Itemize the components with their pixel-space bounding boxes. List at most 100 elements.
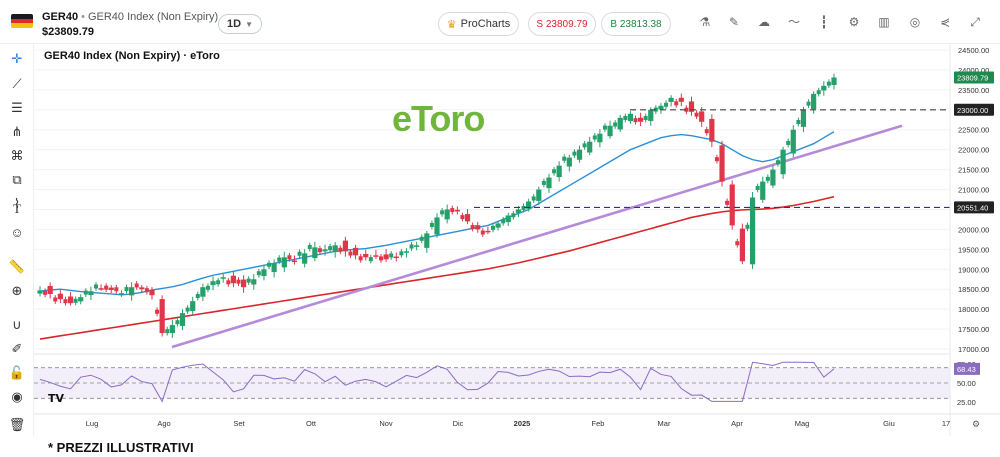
candle-body bbox=[53, 297, 58, 302]
sma-200-path bbox=[39, 195, 835, 340]
cloud-icon[interactable]: ☁ bbox=[758, 15, 770, 29]
candle-body bbox=[165, 329, 170, 334]
fib-tool-icon[interactable]: ⧉ bbox=[12, 172, 22, 187]
candle-body bbox=[796, 120, 801, 124]
candle-body bbox=[811, 93, 817, 110]
price-label-text: 23000.00 bbox=[957, 106, 988, 115]
sell-button[interactable]: S 23809.79 bbox=[528, 12, 596, 36]
candle-body bbox=[623, 115, 628, 120]
time-tick-label: Lug bbox=[86, 419, 99, 428]
trend-line-tool-icon[interactable]: ⟋ bbox=[12, 76, 22, 91]
candle-body bbox=[261, 269, 267, 277]
eye-icon[interactable]: ◉ bbox=[11, 389, 23, 404]
top-bar: GER40 • GER40 Index (Non Expiry) $23809.79… bbox=[0, 0, 1000, 44]
share-icon[interactable]: ⋞ bbox=[939, 15, 951, 29]
pattern-tool-icon[interactable]: ⌘ bbox=[10, 148, 24, 163]
candle-body bbox=[159, 299, 165, 334]
candle-body bbox=[139, 287, 145, 290]
candle-body bbox=[613, 122, 618, 127]
time-tick-label: Mar bbox=[658, 419, 671, 428]
price-tick-label: 17500.00 bbox=[958, 325, 989, 334]
candle-body bbox=[271, 263, 277, 273]
candle-body bbox=[195, 294, 200, 298]
candle-body bbox=[155, 309, 160, 314]
price-chart[interactable]: 24500.00 24000.00 23500.00 23000.00 22500.00… bbox=[34, 44, 1000, 436]
indicator-flask-icon[interactable]: ⚗ bbox=[699, 15, 711, 29]
candles-icon[interactable]: ┇ bbox=[820, 15, 828, 29]
emoji-tool-icon[interactable]: ☺ bbox=[10, 225, 24, 240]
candle-body bbox=[414, 245, 420, 247]
price-tick-label: 22000.00 bbox=[958, 146, 989, 155]
candle-body bbox=[57, 293, 63, 300]
candle-body bbox=[98, 288, 104, 290]
candle-body bbox=[582, 143, 587, 148]
candle-body bbox=[714, 157, 719, 162]
candle-body bbox=[776, 160, 781, 165]
candle-body bbox=[454, 209, 460, 212]
etoro-logo-watermark: eToro bbox=[392, 98, 485, 139]
trash-icon[interactable]: 🗑 bbox=[8, 417, 26, 432]
candle-body bbox=[63, 299, 68, 304]
horizontal-line-tool-icon[interactable]: ☰ bbox=[11, 100, 23, 115]
line-chart-type-icon[interactable]: 〜 bbox=[787, 15, 800, 29]
candle-body bbox=[332, 245, 338, 253]
candle-body bbox=[403, 251, 410, 253]
candle-body bbox=[240, 279, 247, 288]
candle-body bbox=[627, 113, 634, 122]
candle-body bbox=[383, 254, 389, 260]
ruler-tool-icon[interactable]: 📏 bbox=[8, 259, 26, 274]
procharts-button[interactable]: ♛ ProCharts bbox=[438, 12, 519, 36]
candle-body bbox=[134, 283, 139, 288]
candle-body bbox=[505, 215, 511, 223]
camera-icon[interactable]: ◎ bbox=[909, 15, 921, 29]
candle-body bbox=[592, 135, 597, 140]
price-tick-label: 22500.00 bbox=[958, 126, 989, 135]
candle-body bbox=[322, 249, 328, 252]
candle-body bbox=[745, 224, 750, 229]
candle-body bbox=[440, 210, 445, 215]
candle-body bbox=[434, 217, 440, 235]
trendline-path bbox=[171, 124, 903, 349]
price-axis: 24500.00 24000.00 23500.00 23000.00 22500.00… bbox=[949, 44, 994, 436]
candle-body bbox=[800, 109, 807, 127]
candle-body bbox=[515, 209, 522, 213]
candle-body bbox=[739, 228, 745, 262]
candle-body bbox=[312, 247, 318, 259]
crosshair-icon[interactable]: ✛ bbox=[11, 51, 23, 66]
expand-icon[interactable]: ⤢ bbox=[970, 15, 980, 29]
price-tick-label: 19500.00 bbox=[958, 245, 989, 254]
zoom-icon[interactable]: ⊕ bbox=[11, 283, 23, 298]
candle-body bbox=[348, 251, 353, 256]
candle-body bbox=[511, 213, 516, 218]
pitchfork-tool-icon[interactable]: ⋔ bbox=[11, 124, 23, 139]
candle-body bbox=[368, 257, 373, 262]
lock-icon[interactable]: 🔓 bbox=[8, 365, 26, 380]
text-tool-icon[interactable]: T bbox=[13, 201, 21, 216]
bar-layout-icon[interactable]: ▥ bbox=[878, 15, 890, 29]
candle-body bbox=[399, 251, 404, 256]
buy-button[interactable]: B 23813.38 bbox=[601, 12, 671, 36]
price-tick-label: 18000.00 bbox=[958, 305, 989, 314]
candle-body bbox=[226, 280, 231, 285]
candle-body bbox=[389, 253, 394, 258]
rsi-pane bbox=[34, 353, 950, 403]
candle-body bbox=[450, 208, 455, 213]
pencil-icon[interactable]: ✎ bbox=[728, 15, 740, 29]
lock-drawing-icon[interactable]: ✐ bbox=[11, 341, 23, 356]
gear-icon[interactable]: ⚙ bbox=[848, 15, 860, 29]
magnet-icon[interactable]: ∪ bbox=[12, 317, 22, 332]
brush-tool-icon[interactable]: ⌇ bbox=[13, 196, 21, 211]
instrument-name: GER40 Index (Non Expiry) bbox=[87, 11, 219, 23]
candle-body bbox=[281, 257, 287, 268]
candle-body bbox=[597, 133, 603, 143]
candles-group bbox=[37, 73, 837, 338]
candle-body bbox=[709, 118, 715, 142]
candle-body bbox=[104, 285, 109, 290]
candle-body bbox=[704, 129, 709, 134]
candle-body bbox=[770, 169, 776, 186]
price-tick-label: 19000.00 bbox=[958, 265, 989, 274]
candle-body bbox=[230, 275, 237, 284]
interval-selector[interactable]: 1D ▼ bbox=[218, 14, 262, 34]
candle-body bbox=[719, 145, 725, 182]
price-label-box bbox=[954, 103, 994, 116]
